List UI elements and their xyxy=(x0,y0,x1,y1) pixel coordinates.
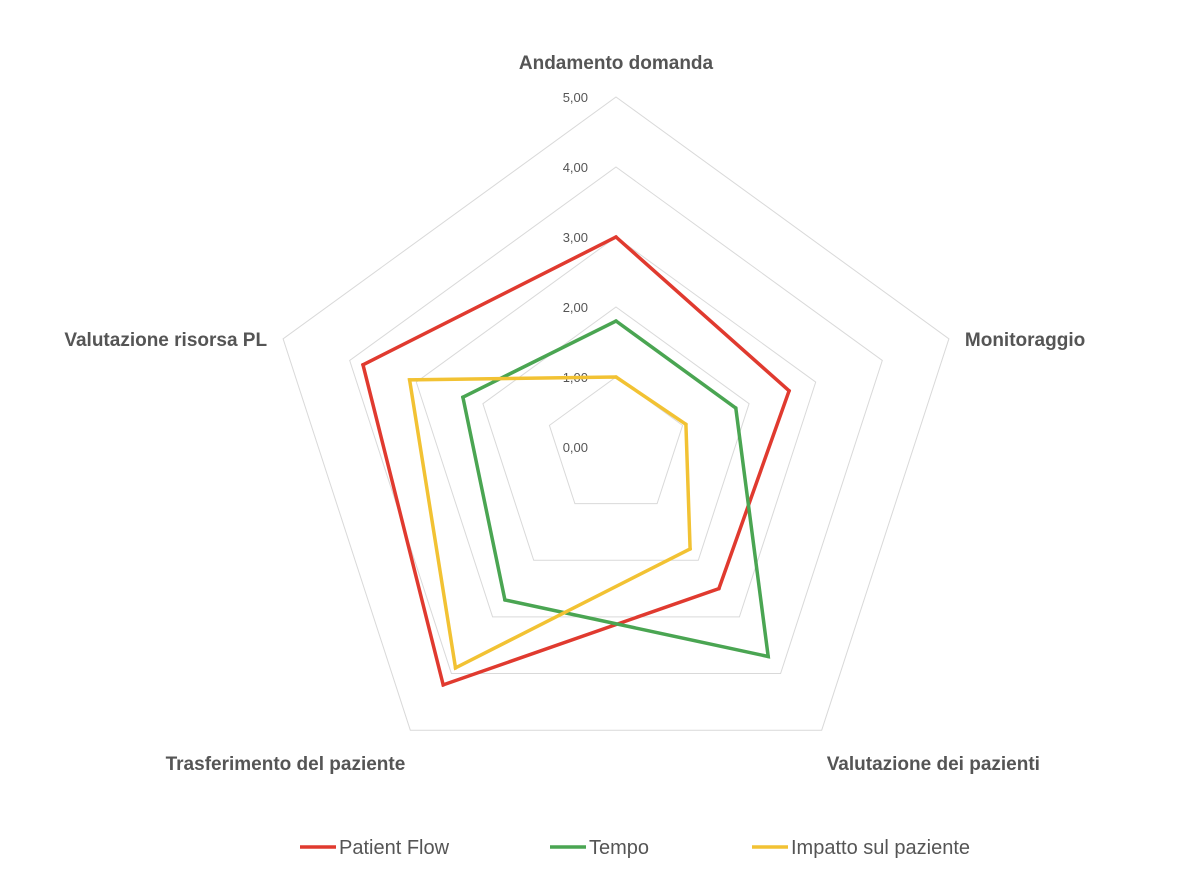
legend-label-patient-flow: Patient Flow xyxy=(339,837,450,859)
data-point-tempo xyxy=(614,319,618,323)
series-patient-flow xyxy=(360,234,792,688)
data-point-impatto-sul-paziente xyxy=(688,547,692,551)
series-impatto-sul-paziente xyxy=(407,375,692,671)
data-point-tempo xyxy=(461,395,465,400)
data-point-patient-flow xyxy=(787,389,791,393)
data-point-patient-flow xyxy=(614,235,618,239)
data-point-patient-flow xyxy=(441,683,446,687)
tick-label: 5,00 xyxy=(563,90,588,105)
data-point-tempo xyxy=(734,406,738,410)
series-tempo xyxy=(460,318,771,659)
category-labels: Andamento domanda Monitoraggio Valutazione… xyxy=(64,53,1085,775)
data-point-patient-flow xyxy=(361,363,365,367)
category-label-andamento-domanda: Andamento domanda xyxy=(519,53,714,74)
category-label-monitoraggio: Monitoraggio xyxy=(965,330,1085,351)
tick-label: 2,00 xyxy=(563,300,588,315)
tick-labels: 0,001,002,003,004,005,00 xyxy=(563,90,588,455)
tick-label: 0,00 xyxy=(563,440,588,455)
data-point-patient-flow xyxy=(717,586,721,591)
data-point-impatto-sul-paziente xyxy=(453,666,458,670)
category-label-trasferimento-del-paziente: Trasferimento del paziente xyxy=(166,754,406,775)
grid-ring-5 xyxy=(282,96,950,731)
legend-label-impatto-sul-paziente: Impatto sul paziente xyxy=(791,837,970,859)
data-point-impatto-sul-paziente xyxy=(684,422,688,427)
category-label-valutazione-risorsa-pl: Valutazione risorsa PL xyxy=(64,330,267,351)
tick-label: 3,00 xyxy=(563,230,588,245)
grid-ring-3 xyxy=(415,236,817,618)
grid-ring-1 xyxy=(548,376,684,505)
legend-label-tempo: Tempo xyxy=(589,837,649,859)
tick-label: 4,00 xyxy=(563,160,588,175)
data-point-tempo xyxy=(766,654,770,659)
legend: Patient Flow Tempo Impatto sul paziente xyxy=(300,837,970,859)
grid-ring-4 xyxy=(349,166,883,674)
series-layer xyxy=(360,234,792,688)
data-point-impatto-sul-paziente xyxy=(407,378,412,382)
data-point-tempo xyxy=(503,598,507,602)
data-point-impatto-sul-paziente xyxy=(614,375,618,379)
grid-ring-2 xyxy=(482,306,750,561)
grid-layer xyxy=(282,96,950,731)
category-label-valutazione-dei-pazienti: Valutazione dei pazienti xyxy=(827,754,1040,775)
